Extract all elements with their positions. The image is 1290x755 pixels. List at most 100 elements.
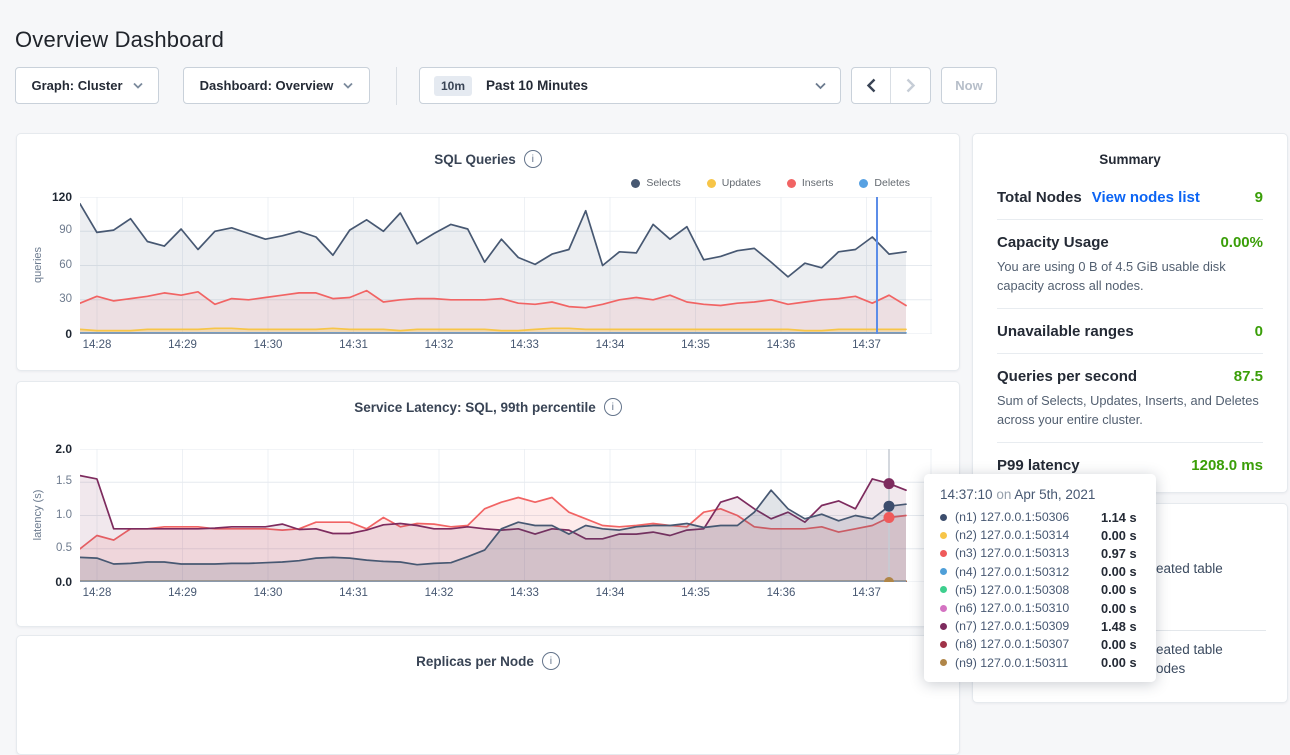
latency-chart-card: Service Latency: SQL, 99th percentile i — [16, 381, 960, 627]
now-button[interactable]: Now — [941, 67, 997, 104]
info-icon[interactable]: i — [523, 150, 542, 168]
legend-dot-icon — [706, 178, 716, 188]
replicas-chart-title: Replicas per Node — [416, 653, 534, 669]
legend-dot-icon — [631, 178, 641, 188]
tooltip-node-row: (n4) 127.0.0.1:50312 0.00 s — [938, 563, 1142, 581]
node-color-dot-icon — [940, 622, 947, 630]
tooltip-node-value: 1.14 s — [1101, 509, 1137, 525]
unavailable-ranges-value: 0 — [1254, 323, 1263, 340]
toolbar-divider — [396, 67, 397, 105]
legend-item-inserts[interactable]: Inserts — [786, 177, 834, 189]
tooltip-node-address: (n2) 127.0.0.1:50314 — [955, 528, 1070, 543]
tooltip-node-address: (n6) 127.0.0.1:50310 — [955, 601, 1070, 616]
chart-title-row: SQL Queries i — [17, 134, 959, 168]
summary-heading: Summary — [1099, 152, 1161, 167]
time-range-dropdown[interactable]: 10m Past 10 Minutes — [419, 67, 841, 104]
legend-dot-icon — [786, 178, 796, 188]
node-color-dot-icon — [940, 513, 947, 521]
tooltip-time: 14:37:10 — [940, 487, 993, 502]
qps-label: Queries per second — [997, 368, 1138, 385]
tooltip-node-value: 0.00 s — [1101, 564, 1137, 580]
sql-chart-legend: Selects Updates Inserts Deletes — [560, 177, 910, 189]
tooltip-node-row: (n9) 127.0.0.1:50311 0.00 s — [938, 654, 1142, 672]
summary-row-unavailable-ranges: Unavailable ranges 0 — [997, 308, 1263, 353]
tooltip-node-value: 0.97 s — [1101, 545, 1137, 561]
prev-time-button[interactable] — [852, 68, 892, 103]
summary-row-capacity: Capacity Usage 0.00% You are using 0 B o… — [997, 219, 1263, 308]
legend-dot-icon — [859, 178, 869, 188]
tooltip-node-address: (n3) 127.0.0.1:50313 — [955, 546, 1070, 561]
events-divider — [1156, 630, 1266, 631]
capacity-usage-value: 0.00% — [1220, 234, 1263, 251]
legend-label: Inserts — [801, 177, 834, 189]
tooltip-rows: (n1) 127.0.0.1:50306 1.14 s (n2) 127.0.0.1… — [938, 508, 1142, 672]
node-color-dot-icon — [940, 531, 947, 539]
sql-queries-chart-card: SQL Queries i — [16, 133, 960, 371]
qps-description: Sum of Selects, Updates, Inserts, and De… — [997, 393, 1259, 427]
latency-chart-title: Service Latency: SQL, 99th percentile — [354, 399, 596, 415]
total-nodes-value: 9 — [1254, 189, 1263, 206]
summary-row-qps: Queries per second 87.5 Sum of Selects, … — [997, 353, 1263, 442]
summary-panel: Summary Total Nodes View nodes list 9 Ca… — [972, 133, 1288, 493]
replicas-chart-card: Replicas per Node i — [16, 635, 960, 755]
summary-row-total-nodes: Total Nodes View nodes list 9 — [997, 175, 1263, 219]
tooltip-node-value: 0.00 s — [1101, 582, 1137, 598]
legend-item-selects[interactable]: Selects — [631, 177, 681, 189]
chevron-down-icon — [815, 82, 826, 90]
tooltip-node-row: (n1) 127.0.0.1:50306 1.14 s — [938, 508, 1142, 526]
event-row-fragment: odes — [1156, 661, 1186, 676]
chart-title-row: Replicas per Node i — [17, 636, 959, 670]
tooltip-timestamp: 14:37:10 on Apr 5th, 2021 — [940, 487, 1142, 502]
tooltip-node-address: (n7) 127.0.0.1:50309 — [955, 619, 1070, 634]
page-title: Overview Dashboard — [15, 26, 225, 52]
tooltip-node-value: 0.00 s — [1101, 636, 1137, 652]
tooltip-node-row: (n6) 127.0.0.1:50310 0.00 s — [938, 599, 1142, 617]
tooltip-node-value: 0.00 s — [1101, 655, 1137, 671]
capacity-usage-label: Capacity Usage — [997, 234, 1109, 251]
tooltip-node-address: (n4) 127.0.0.1:50312 — [955, 564, 1070, 579]
dashboard-dropdown[interactable]: Dashboard: Overview — [183, 67, 370, 104]
now-button-label: Now — [955, 78, 983, 93]
chevron-down-icon — [132, 82, 143, 89]
tooltip-node-row: (n8) 127.0.0.1:50307 0.00 s — [938, 635, 1142, 653]
chart-hover-tooltip: 14:37:10 on Apr 5th, 2021 (n1) 127.0.0.1… — [924, 474, 1156, 682]
legend-item-deletes[interactable]: Deletes — [859, 177, 910, 189]
capacity-usage-description: You are using 0 B of 4.5 GiB usable disk… — [997, 259, 1226, 293]
info-icon[interactable]: i — [541, 652, 560, 670]
info-icon[interactable]: i — [603, 398, 622, 416]
graph-dropdown[interactable]: Graph: Cluster — [15, 67, 159, 104]
p99-latency-value: 1208.0 ms — [1191, 457, 1263, 474]
tooltip-node-row: (n5) 127.0.0.1:50308 0.00 s — [938, 581, 1142, 599]
qps-value: 87.5 — [1233, 368, 1263, 385]
dashboard-dropdown-label: Dashboard: Overview — [199, 78, 334, 93]
next-time-button[interactable] — [891, 68, 930, 103]
tooltip-node-address: (n1) 127.0.0.1:50306 — [955, 510, 1070, 525]
p99-latency-label: P99 latency — [997, 457, 1080, 474]
legend-item-updates[interactable]: Updates — [706, 177, 761, 189]
node-color-dot-icon — [940, 659, 947, 667]
node-color-dot-icon — [940, 568, 947, 576]
unavailable-ranges-label: Unavailable ranges — [997, 323, 1134, 340]
event-row-fragment: eated table — [1156, 561, 1223, 576]
summary-row-p99: P99 latency 1208.0 ms — [997, 442, 1263, 487]
tooltip-node-value: 1.48 s — [1101, 618, 1137, 634]
chevron-right-icon — [906, 78, 915, 93]
tooltip-node-address: (n8) 127.0.0.1:50307 — [955, 637, 1070, 652]
time-window-label: Past 10 Minutes — [486, 78, 589, 93]
tooltip-node-row: (n2) 127.0.0.1:50314 0.00 s — [938, 526, 1142, 544]
tooltip-node-value: 0.00 s — [1101, 600, 1137, 616]
tooltip-node-address: (n9) 127.0.0.1:50311 — [955, 655, 1069, 670]
sql-queries-chart-title: SQL Queries — [434, 151, 516, 167]
tooltip-node-value: 0.00 s — [1101, 527, 1137, 543]
node-color-dot-icon — [940, 549, 947, 557]
legend-label: Selects — [646, 177, 681, 189]
tooltip-node-address: (n5) 127.0.0.1:50308 — [955, 582, 1070, 597]
tooltip-connector: on — [996, 487, 1012, 502]
tooltip-node-row: (n3) 127.0.0.1:50313 0.97 s — [938, 544, 1142, 562]
view-nodes-list-link[interactable]: View nodes list — [1091, 189, 1200, 206]
chevron-left-icon — [866, 78, 876, 93]
node-color-dot-icon — [940, 586, 947, 594]
chevron-down-icon — [343, 82, 353, 89]
time-window-badge: 10m — [434, 75, 473, 96]
tooltip-date: Apr 5th, 2021 — [1014, 487, 1096, 502]
